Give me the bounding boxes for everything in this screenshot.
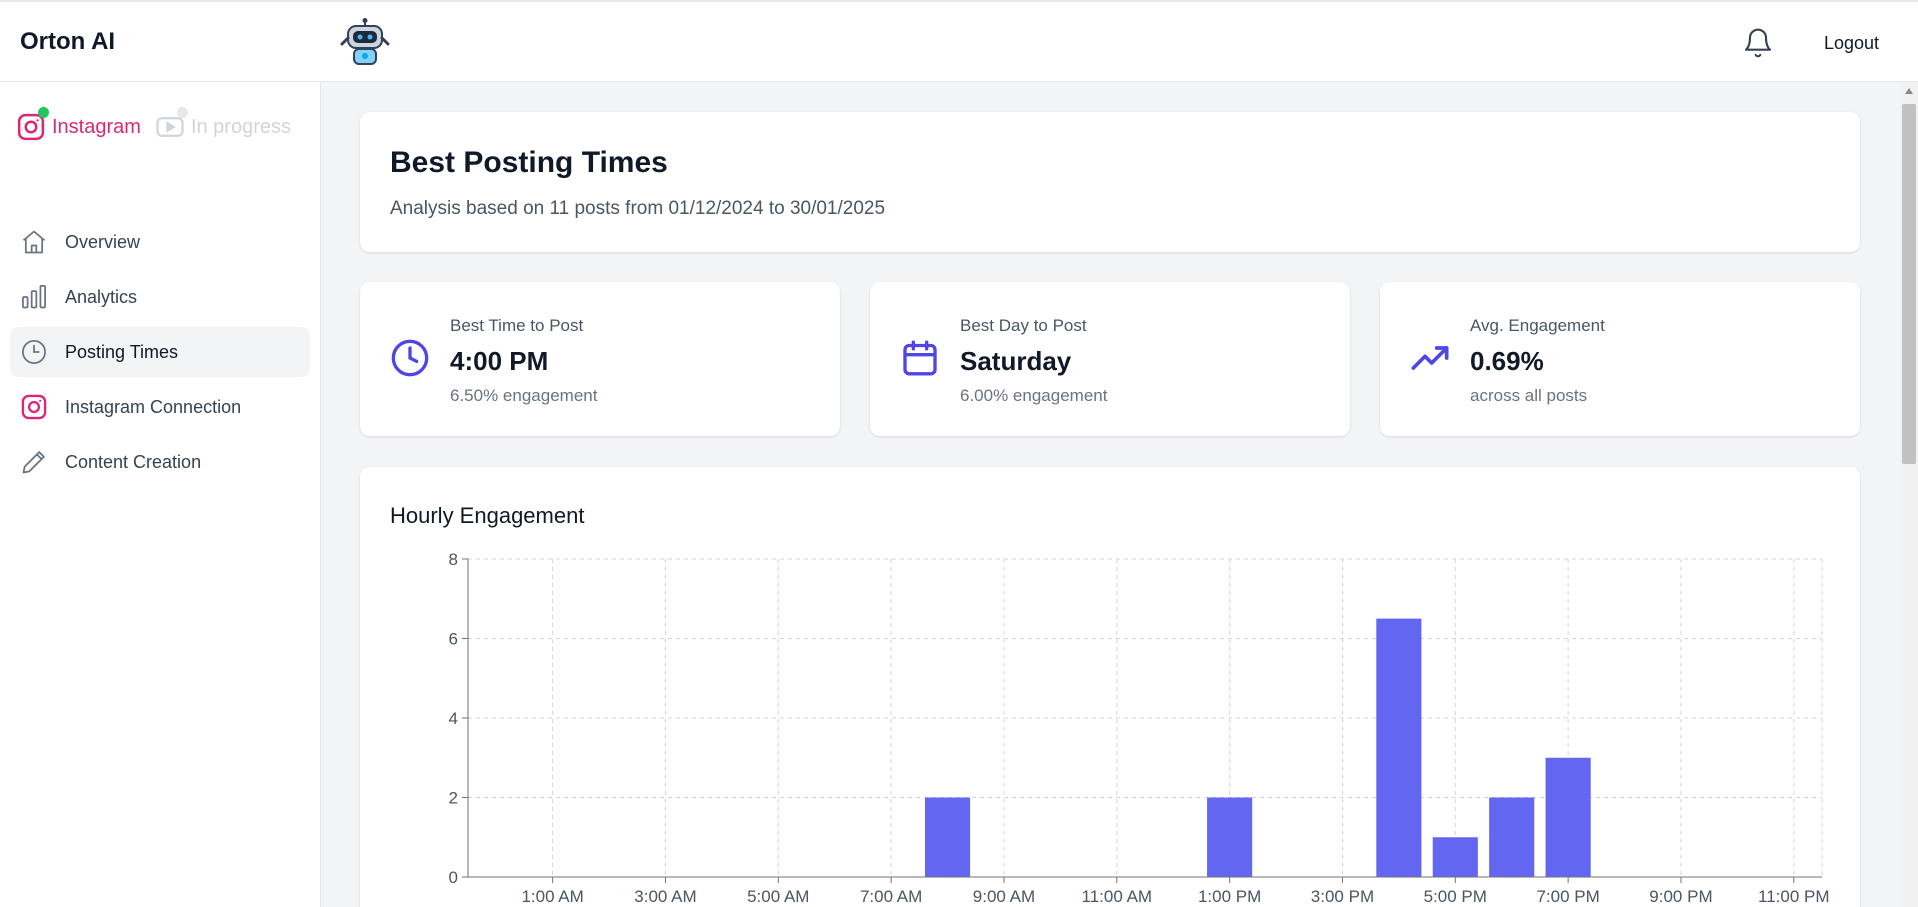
sidebar-item-posting-times[interactable]: Posting Times: [10, 327, 310, 377]
bar-6-00-pm: [1489, 797, 1535, 877]
x-tick-label: 3:00 PM: [1311, 887, 1374, 906]
stat-value: 0.69%: [1470, 346, 1544, 376]
sidebar-item-overview[interactable]: Overview: [10, 217, 310, 267]
hourly-engagement-card: Hourly Engagement 0 2 4 6 8 1:00 AM 3:00 AM 5:0…: [360, 467, 1860, 907]
sidebar-item-label: Overview: [65, 231, 141, 252]
page-header-card: Best Posting Times Analysis based on 11 …: [360, 112, 1860, 252]
youtube-icon: [156, 117, 184, 137]
calendar-icon: [903, 340, 937, 376]
platform-switcher: Instagram In progress: [16, 107, 291, 144]
platform-label: Instagram: [52, 115, 141, 138]
bar-1-00-pm: [1207, 797, 1253, 877]
y-tick-label: 6: [449, 630, 458, 649]
sidebar: Instagram In progress Overview Analytics: [0, 82, 321, 907]
scroll-thumb[interactable]: [1902, 104, 1916, 464]
top-bar: Orton AI Logout: [0, 0, 1918, 82]
clock-icon: [391, 339, 429, 377]
home-icon: [22, 230, 46, 254]
status-dot-pending: [176, 107, 188, 118]
clock-icon: [22, 340, 46, 364]
x-tick-label: 9:00 PM: [1649, 887, 1712, 906]
logout-button[interactable]: Logout: [1824, 33, 1880, 53]
instagram-icon: [21, 394, 47, 420]
sidebar-item-analytics[interactable]: Analytics: [10, 272, 310, 322]
stat-card-best-day: Best Day to Post Saturday 6.00% engageme…: [870, 282, 1350, 436]
stat-value: Saturday: [960, 346, 1072, 376]
sidebar-nav: Overview Analytics Posting Times Instagr…: [10, 217, 310, 492]
x-tick-label: 7:00 AM: [860, 887, 922, 906]
x-tick-label: 11:00 AM: [1082, 887, 1153, 906]
x-tick-label: 9:00 AM: [973, 887, 1035, 906]
hourly-engagement-chart: 0 2 4 6 8 1:00 AM 3:00 AM 5:00 AM 7:00 AM 9:00 AM…: [449, 550, 1830, 906]
stat-note: 6.00% engagement: [960, 386, 1108, 405]
y-tick-label: 2: [449, 789, 458, 808]
chart-title: Hourly Engagement: [390, 503, 585, 528]
bar-5-00-pm: [1432, 837, 1478, 877]
stat-note: across all posts: [1470, 386, 1588, 405]
bar-8-00-am: [924, 797, 971, 877]
sidebar-item-label: Posting Times: [65, 341, 179, 362]
page-scrollbar[interactable]: [1900, 82, 1918, 907]
page-subtitle: Analysis based on 11 posts from 01/12/20…: [390, 198, 886, 219]
platform-instagram[interactable]: Instagram: [16, 107, 141, 142]
bar-chart-icon: [22, 285, 46, 309]
page-title: Best Posting Times: [390, 146, 668, 179]
scroll-up-arrow-icon[interactable]: [1905, 88, 1913, 94]
sidebar-item-label: Content Creation: [65, 451, 202, 472]
bar-4-00-pm: [1376, 618, 1422, 877]
bar-7-00-pm: [1545, 757, 1591, 877]
x-tick-label: 1:00 AM: [521, 887, 583, 906]
platform-label: In progress: [190, 115, 291, 138]
stat-label: Best Day to Post: [960, 316, 1087, 335]
y-tick-label: 8: [449, 550, 458, 569]
sidebar-item-label: Instagram Connection: [65, 396, 242, 417]
x-tick-label: 7:00 PM: [1536, 887, 1599, 906]
x-tick-label: 11:00 PM: [1758, 887, 1830, 906]
stat-card-best-time: Best Time to Post 4:00 PM 6.50% engageme…: [360, 282, 840, 436]
app-name: Orton AI: [20, 28, 116, 55]
stat-card-avg-engagement: Avg. Engagement 0.69% across all posts: [1380, 282, 1860, 436]
x-tick-label: 5:00 PM: [1424, 887, 1487, 906]
pencil-icon: [22, 451, 45, 474]
stat-label: Best Time to Post: [450, 316, 584, 335]
status-dot-online: [38, 107, 49, 118]
x-tick-label: 3:00 AM: [634, 887, 696, 906]
x-tick-label: 1:00 PM: [1198, 887, 1261, 906]
sidebar-item-label: Analytics: [65, 286, 138, 307]
robot-logo-icon: [340, 18, 390, 65]
stat-note: 6.50% engagement: [450, 386, 598, 405]
sidebar-item-instagram-connection[interactable]: Instagram Connection: [10, 382, 310, 432]
trending-up-icon: [1411, 346, 1449, 370]
platform-youtube[interactable]: In progress: [155, 107, 291, 142]
sidebar-item-content-creation[interactable]: Content Creation: [10, 437, 310, 487]
stat-value: 4:00 PM: [450, 346, 549, 376]
stat-label: Avg. Engagement: [1470, 316, 1605, 335]
y-tick-label: 4: [449, 709, 458, 728]
x-tick-label: 5:00 AM: [747, 887, 809, 906]
bell-icon[interactable]: [1742, 26, 1774, 60]
instagram-icon: [17, 113, 45, 141]
y-tick-label: 0: [449, 868, 458, 887]
